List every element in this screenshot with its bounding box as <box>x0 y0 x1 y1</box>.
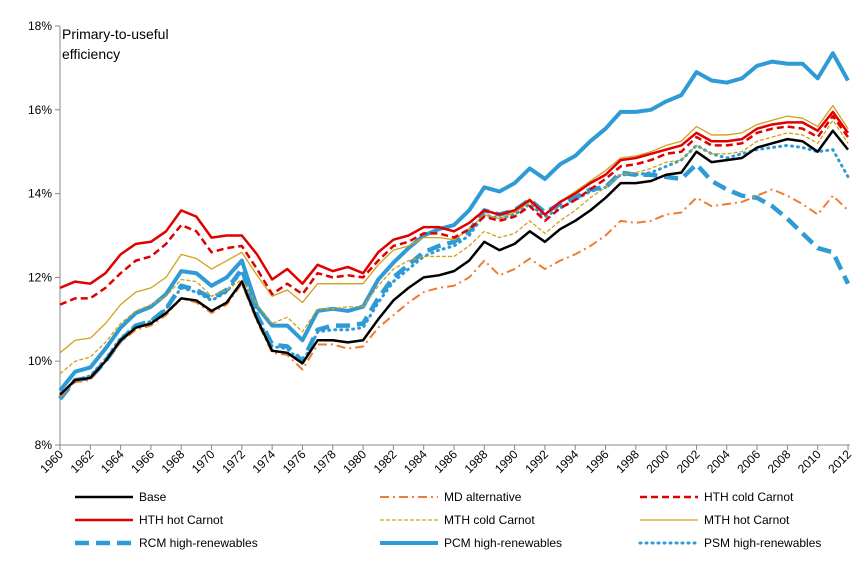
x-tick-label: 2010 <box>795 447 824 476</box>
annotation: Primary-to-useful efficiency <box>62 26 169 62</box>
series-line <box>59 110 850 290</box>
y-tick-label: 14% <box>28 187 52 201</box>
x-tick-label: 1982 <box>371 447 400 476</box>
legend-label: HTH cold Carnot <box>704 490 794 504</box>
legend-label: Base <box>139 490 167 504</box>
y-tick-label: 18% <box>28 19 52 33</box>
series-line <box>59 119 849 375</box>
x-tick-label: 2004 <box>704 447 733 476</box>
y-tick-label: 16% <box>28 103 52 117</box>
x-tick-label: 1990 <box>492 447 521 476</box>
y-tick-label: 8% <box>35 438 53 452</box>
series-line <box>59 188 849 398</box>
x-tick-label: 1974 <box>249 447 278 476</box>
x-tick-label: 1986 <box>431 447 460 476</box>
y-tick-label: 10% <box>28 354 52 368</box>
x-tick-label: 1994 <box>553 447 582 476</box>
x-tick-label: 1992 <box>522 447 551 476</box>
series-line <box>59 129 849 396</box>
series-line <box>58 162 851 401</box>
x-tick-label: 2000 <box>643 447 672 476</box>
x-tick-label: 1984 <box>401 447 430 476</box>
x-tick-label: 1980 <box>340 447 369 476</box>
series-line <box>59 114 850 306</box>
x-tick-label: 2002 <box>674 447 703 476</box>
x-tick-label: 1998 <box>613 447 642 476</box>
legend-label: PCM high-renewables <box>444 536 562 550</box>
series-line <box>58 143 850 399</box>
y-tick-label: 12% <box>28 270 52 284</box>
x-tick-label: 1976 <box>280 447 309 476</box>
legend-label: MTH hot Carnot <box>704 513 790 527</box>
legend-label: HTH hot Carnot <box>139 513 224 527</box>
x-tick-label: 1966 <box>128 447 157 476</box>
legend-label: PSM high-renewables <box>704 536 821 550</box>
x-tick-label: 1968 <box>159 447 188 476</box>
series-line <box>58 51 850 392</box>
x-tick-label: 2006 <box>734 447 763 476</box>
legend-label: MD alternative <box>444 490 522 504</box>
x-tick-label: 1964 <box>98 447 127 476</box>
x-tick-label: 1962 <box>68 447 97 476</box>
x-tick-label: 2008 <box>765 447 794 476</box>
x-tick-label: 1988 <box>462 447 491 476</box>
x-tick-label: 1996 <box>583 447 612 476</box>
x-tick-label: 1978 <box>310 447 339 476</box>
series-line <box>59 104 849 354</box>
x-tick-label: 1972 <box>219 447 248 476</box>
x-tick-label: 2012 <box>825 447 854 476</box>
x-tick-label: 1970 <box>189 447 218 476</box>
legend-label: MTH cold Carnot <box>444 513 535 527</box>
legend-label: RCM high-renewables <box>139 536 258 550</box>
